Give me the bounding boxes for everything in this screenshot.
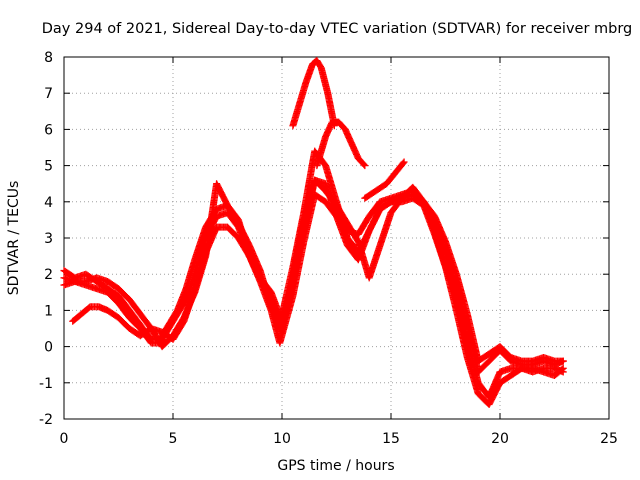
x-tick-label: 10: [273, 431, 291, 447]
series-track-7: [361, 158, 408, 202]
series-track-6: [313, 118, 369, 170]
series-track-3: [69, 147, 567, 409]
y-tick-label: 6: [44, 122, 53, 138]
y-tick-labels: -2 -1 0 1 2 3 4 5 6 7 8: [39, 50, 53, 428]
y-tick-label: -2: [39, 412, 53, 428]
y-tick-label: 3: [44, 231, 53, 247]
y-tick-label: 4: [44, 195, 53, 211]
data-point: [361, 162, 369, 170]
x-tick-label: 15: [382, 431, 400, 447]
y-tick-label: -1: [39, 376, 53, 392]
x-axis-label: GPS time / hours: [277, 458, 394, 474]
y-tick-label: 2: [44, 267, 53, 283]
axis-ticks: [63, 56, 610, 420]
y-axis-label: SDTVAR / TECUs: [6, 181, 22, 296]
data-point: [559, 364, 567, 372]
data-point: [558, 365, 566, 373]
y-tick-label: 7: [44, 86, 53, 102]
x-tick-labels: 0 5 10 15 20 25: [60, 431, 618, 447]
series-track-5: [289, 57, 338, 130]
x-tick-label: 25: [600, 431, 618, 447]
y-tick-label: 0: [44, 340, 53, 356]
data-series: [60, 57, 567, 409]
y-tick-label: 8: [44, 50, 53, 66]
y-tick-label: 5: [44, 159, 53, 175]
x-tick-label: 5: [169, 431, 178, 447]
x-tick-label: 0: [60, 431, 69, 447]
data-point: [360, 161, 368, 169]
data-point: [559, 357, 567, 365]
series-track-2: [60, 191, 567, 401]
data-point: [399, 159, 407, 167]
x-tick-label: 20: [491, 431, 509, 447]
data-point: [400, 158, 408, 166]
chart-title: Day 294 of 2021, Sidereal Day-to-day VTE…: [42, 21, 633, 37]
series-track-4: [60, 176, 567, 365]
y-tick-label: 1: [44, 303, 53, 319]
